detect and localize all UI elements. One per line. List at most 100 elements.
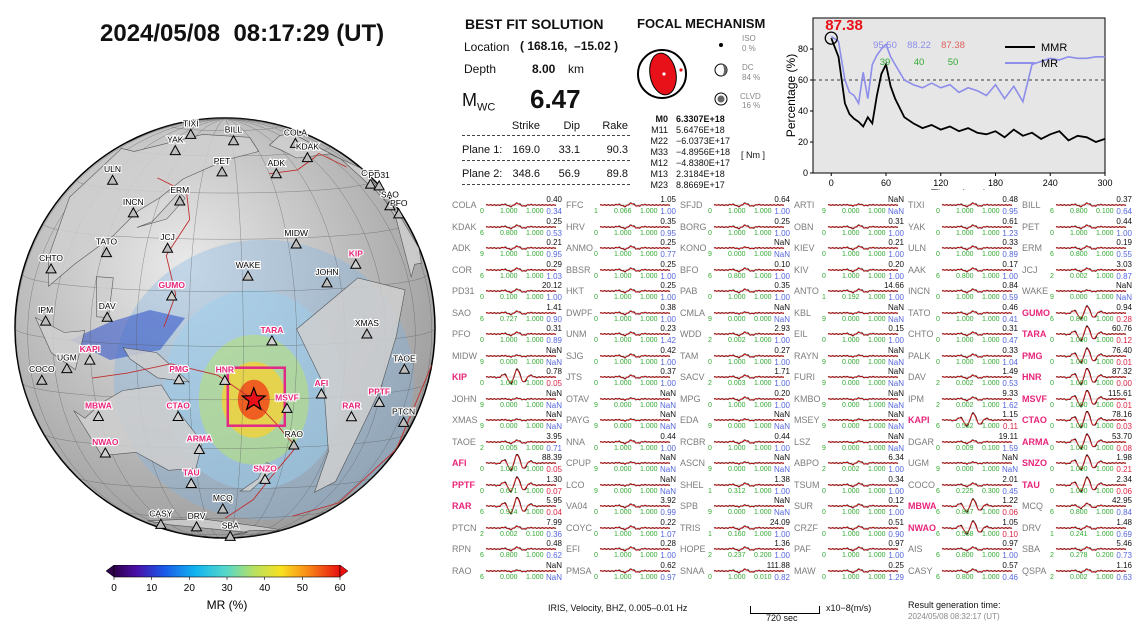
waveform-panel[interactable]: MSEY NaN 9 0.000 1.000 NaN (792, 410, 906, 432)
waveform-panel[interactable]: PALK 0.33 0 1.000 1.000 1.04 (906, 346, 1020, 368)
waveform-panel[interactable]: PPTF 1.30 0 0.671 1.000 0.07 (450, 475, 564, 497)
station-marker[interactable]: INCN (122, 196, 145, 218)
waveform-panel[interactable]: CPUP NaN 9 0.000 1.000 NaN (564, 453, 678, 475)
waveform-panel[interactable]: KDAK 0.25 6 0.800 1.000 0.53 (450, 217, 564, 239)
waveform-panel[interactable]: PMG 76.40 0 1.000 1.000 0.01 (1020, 346, 1134, 368)
station-marker[interactable]: PD31 (367, 169, 391, 191)
waveform-panel[interactable]: WAKE NaN 9 0.000 1.000 NaN (1020, 281, 1134, 303)
waveform-panel[interactable]: SNZO 1.98 0 1.000 1.000 0.21 (1020, 453, 1134, 475)
station-marker[interactable]: TAU (182, 466, 201, 489)
station-marker[interactable]: TAOE (392, 352, 417, 374)
waveform-panel[interactable]: TAOE 3.95 2 0.005 1.000 0.71 (450, 432, 564, 454)
station-marker[interactable]: ARMA (185, 432, 213, 455)
waveform-panel[interactable]: KMBO NaN 9 0.000 1.000 NaN (792, 389, 906, 411)
waveform-panel[interactable]: DAV 1.49 2 0.002 1.000 0.53 (906, 367, 1020, 389)
waveform-panel[interactable]: SUR 0.12 0 1.000 1.000 1.00 (792, 496, 906, 518)
station-marker[interactable]: AFI (313, 377, 329, 399)
station-marker[interactable]: NWAO (91, 436, 120, 458)
waveform-panel[interactable]: ANTO 14.66 1 0.192 1.000 1.00 (792, 281, 906, 303)
waveform-panel[interactable]: NNA 0.44 0 1.000 1.000 1.00 (564, 432, 678, 454)
waveform-panel[interactable]: CMLA NaN 9 0.000 0.000 NaN (678, 303, 792, 325)
station-marker[interactable]: DAV (98, 300, 117, 322)
waveform-panel[interactable]: HNR 87.32 0 1.000 1.000 0.00 (1020, 367, 1134, 389)
waveform-panel[interactable]: HOPE 1.36 2 0.237 0.200 1.00 (678, 539, 792, 561)
station-marker[interactable]: KAPI (79, 343, 101, 365)
waveform-panel[interactable]: JTS 0.37 0 1.000 1.000 1.00 (564, 367, 678, 389)
waveform-panel[interactable]: ERM 0.19 6 0.800 1.000 0.55 (1020, 238, 1134, 260)
waveform-panel[interactable]: SFJD 0.64 0 1.000 1.000 1.00 (678, 195, 792, 217)
station-marker[interactable]: ADK (266, 157, 286, 179)
station-marker[interactable]: IPM (37, 304, 54, 326)
station-marker[interactable]: BILL (224, 124, 244, 146)
waveform-panel[interactable]: AAK 0.17 6 0.800 1.000 1.00 (906, 260, 1020, 282)
waveform-panel[interactable]: KONO NaN 9 0.000 1.000 NaN (678, 238, 792, 260)
waveform-panel[interactable]: BBSR 0.25 0 1.000 1.000 1.00 (564, 260, 678, 282)
waveform-panel[interactable]: MIDW NaN 9 0.000 1.000 NaN (450, 346, 564, 368)
waveform-panel[interactable]: AIS 0.97 6 0.800 1.000 1.00 (906, 539, 1020, 561)
waveform-panel[interactable]: FURI NaN 9 0.000 1.000 NaN (792, 367, 906, 389)
station-marker[interactable]: KIP (348, 247, 364, 269)
station-marker[interactable]: YAK (166, 134, 185, 156)
waveform-panel[interactable]: SHEL 1.38 1 0.312 1.000 1.00 (678, 475, 792, 497)
station-marker[interactable]: KDAK (295, 141, 320, 163)
waveform-panel[interactable]: SJG 0.42 0 1.000 1.000 1.00 (564, 346, 678, 368)
waveform-panel[interactable]: KIEV 0.21 0 1.000 1.000 1.00 (792, 238, 906, 260)
waveform-panel[interactable]: RCBR 0.44 0 1.000 1.000 1.00 (678, 432, 792, 454)
waveform-panel[interactable]: SACV 1.71 2 0.003 1.000 1.00 (678, 367, 792, 389)
waveform-panel[interactable]: ARTI NaN 9 0.000 1.000 NaN (792, 195, 906, 217)
station-marker[interactable]: SBA (221, 519, 240, 541)
waveform-panel[interactable]: COYC 0.22 0 1.000 1.000 1.07 (564, 518, 678, 540)
waveform-panel[interactable]: DRV 1.48 1 0.241 1.000 0.69 (1020, 518, 1134, 540)
waveform-panel[interactable]: MSVF 115.61 0 1.000 1.000 0.01 (1020, 389, 1134, 411)
waveform-panel[interactable]: COR 0.29 6 1.000 1.000 1.03 (450, 260, 564, 282)
waveform-panel[interactable]: TIXI 0.48 0 1.000 1.000 0.95 (906, 195, 1020, 217)
waveform-panel[interactable]: XMAS NaN 9 0.000 1.000 NaN (450, 410, 564, 432)
station-marker[interactable]: MIDW (283, 227, 309, 249)
waveform-panel[interactable]: WDD 2.93 2 0.002 1.000 1.00 (678, 324, 792, 346)
station-marker[interactable]: ERM (169, 184, 190, 206)
station-marker[interactable]: PMG (168, 363, 190, 385)
waveform-panel[interactable]: FFC 1.05 1 0.066 1.000 1.00 (564, 195, 678, 217)
waveform-panel[interactable]: EDA NaN 9 0.000 1.000 NaN (678, 410, 792, 432)
waveform-panel[interactable]: IPM 9.33 2 0.002 1.000 1.62 (906, 389, 1020, 411)
waveform-panel[interactable]: SPB NaN 9 0.000 1.000 NaN (678, 496, 792, 518)
waveform-panel[interactable]: VA04 3.92 0 1.000 1.000 0.99 (564, 496, 678, 518)
station-marker[interactable]: RAO (284, 428, 305, 450)
waveform-panel[interactable]: EFI 0.28 0 1.000 1.000 1.00 (564, 539, 678, 561)
waveform-panel[interactable]: ADK 0.21 9 1.000 1.000 0.95 (450, 238, 564, 260)
waveform-panel[interactable]: PAB 0.35 0 1.000 1.000 1.00 (678, 281, 792, 303)
waveform-panel[interactable]: ARMA 53.70 0 1.000 1.000 0.08 (1020, 432, 1134, 454)
waveform-panel[interactable]: ASCN NaN 9 0.000 1.000 NaN (678, 453, 792, 475)
station-marker[interactable]: COLA (283, 126, 308, 148)
station-marker[interactable]: UGM (56, 351, 78, 374)
waveform-panel[interactable]: RPN 0.48 6 0.800 1.000 0.62 (450, 539, 564, 561)
station-marker[interactable]: COCO (28, 363, 56, 385)
waveform-panel[interactable]: TATO 0.46 0 1.000 1.000 0.41 (906, 303, 1020, 325)
waveform-panel[interactable]: PET 0.44 0 1.000 1.000 1.00 (1020, 217, 1134, 239)
waveform-panel[interactable]: GUMO 0.94 6 0.800 1.000 0.28 (1020, 303, 1134, 325)
waveform-panel[interactable]: QSPA 1.16 2 0.002 1.000 0.63 (1020, 561, 1134, 583)
station-marker[interactable]: MCQ (212, 492, 234, 514)
waveform-panel[interactable]: SNAA 111.88 0 1.000 0.010 0.82 (678, 561, 792, 583)
waveform-panel[interactable]: CHTO 0.31 0 1.000 1.000 0.47 (906, 324, 1020, 346)
waveform-panel[interactable]: COLA 0.40 0 1.000 1.000 0.34 (450, 195, 564, 217)
waveform-panel[interactable]: KBL NaN 9 0.000 1.000 NaN (792, 303, 906, 325)
waveform-panel[interactable]: LSZ NaN 9 0.000 1.000 NaN (792, 432, 906, 454)
waveform-panel[interactable]: BILL 0.37 6 0.800 0.100 0.64 (1020, 195, 1134, 217)
waveform-panel[interactable]: OTAV NaN 9 0.000 1.000 NaN (564, 389, 678, 411)
station-marker[interactable]: PFO (389, 197, 409, 219)
station-marker[interactable]: TATO (95, 236, 119, 258)
station-marker[interactable]: PET (213, 155, 231, 177)
station-marker[interactable]: MBWA (84, 399, 113, 422)
station-marker[interactable]: SNZO (252, 462, 278, 484)
station-marker[interactable]: PTCN (391, 405, 416, 427)
station-marker[interactable]: SAO (380, 189, 400, 211)
station-marker[interactable]: ULN (103, 163, 122, 185)
waveform-panel[interactable]: COCO 2.01 6 0.225 0.300 0.45 (906, 475, 1020, 497)
station-marker[interactable]: PPTF (367, 385, 391, 407)
waveform-panel[interactable]: CASY 0.57 6 0.800 1.000 0.46 (906, 561, 1020, 583)
waveform-panel[interactable]: BORG 0.25 0 1.000 1.000 1.00 (678, 217, 792, 239)
waveform-panel[interactable]: TSUM 0.34 0 1.000 1.000 1.00 (792, 475, 906, 497)
waveform-panel[interactable]: RAO NaN 6 0.000 1.000 NaN (450, 561, 564, 583)
waveform-panel[interactable]: RAR 5.95 6 0.914 1.000 0.04 (450, 496, 564, 518)
